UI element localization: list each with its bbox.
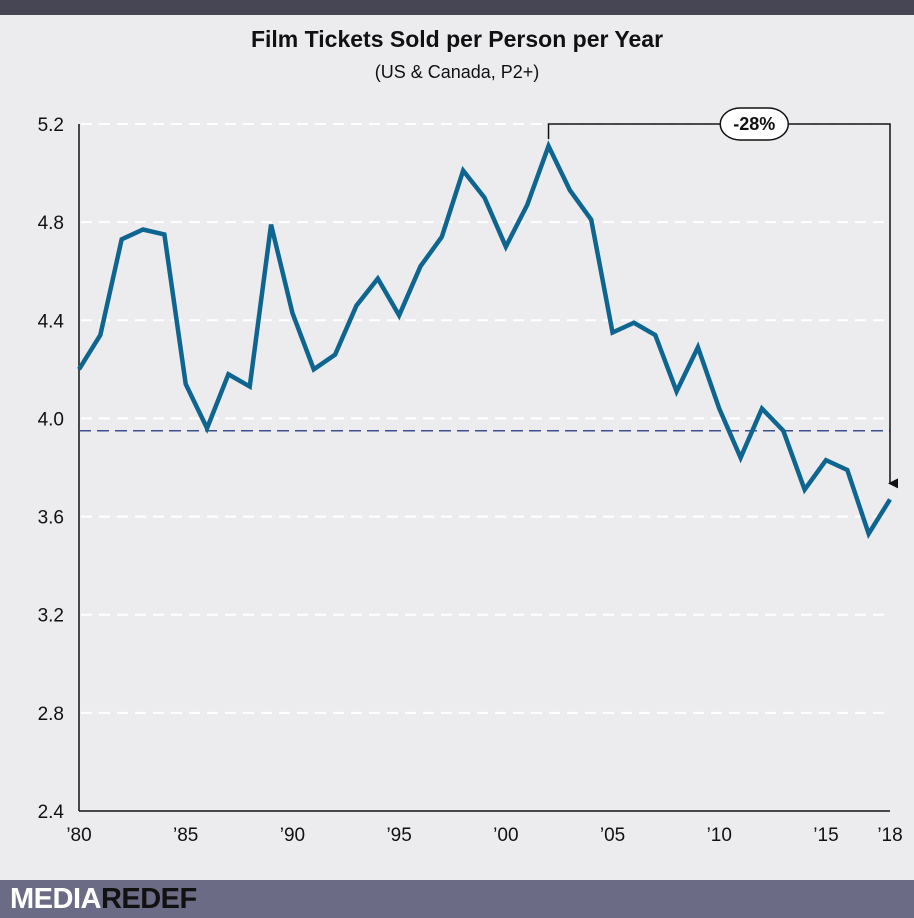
y-tick-label: 5.2 xyxy=(38,115,64,136)
y-tick-label: 2.4 xyxy=(38,802,65,823)
x-tick-label: ’85 xyxy=(173,825,198,846)
y-tick-label: 4.4 xyxy=(38,311,65,332)
x-tick-label: ’18 xyxy=(877,825,902,846)
annotation-bracket: -28% xyxy=(547,107,898,489)
y-tick-label: 4.0 xyxy=(38,409,64,430)
tick-labels: 2.4 2.8 3.2 3.6 4.0 4.4 4.8 5.2 ’80 ’85 ’90 ’95 ’00 ’… xyxy=(38,115,903,846)
x-tick-label: ’05 xyxy=(600,825,625,846)
footer-bar xyxy=(0,880,914,918)
y-tick-label: 4.8 xyxy=(38,213,64,234)
y-tick-label: 2.8 xyxy=(38,704,64,725)
x-tick-label: ’00 xyxy=(493,825,518,846)
axes xyxy=(78,124,890,812)
annotation-badge xyxy=(719,107,790,141)
x-tick-label: ’80 xyxy=(66,825,91,846)
x-tick-label: ’15 xyxy=(813,825,838,846)
y-tick-label: 3.2 xyxy=(38,606,64,627)
x-tick-label: ’95 xyxy=(386,825,411,846)
annotation-label: -28% xyxy=(733,114,775,134)
annotation-arrow xyxy=(547,123,898,489)
y-tick-label: 3.6 xyxy=(38,508,64,529)
chart-title: Film Tickets Sold per Person per Year xyxy=(250,26,664,52)
x-tick-label: ’90 xyxy=(280,825,305,846)
brand-logo: MEDIAREDEF xyxy=(10,882,197,916)
top-bar xyxy=(0,0,914,15)
chart-subtitle: (US & Canada, P2+) xyxy=(374,62,540,82)
line-chart: 2.4 2.8 3.2 3.6 4.0 4.4 4.8 5.2 ’80 ’85 ’90 ’95 ’00 ’… xyxy=(38,107,903,846)
logo-part-redef: REDEF xyxy=(100,883,197,915)
logo-part-media: MEDIA xyxy=(10,883,101,915)
x-tick-label: ’10 xyxy=(707,825,732,846)
series-line xyxy=(77,140,892,539)
